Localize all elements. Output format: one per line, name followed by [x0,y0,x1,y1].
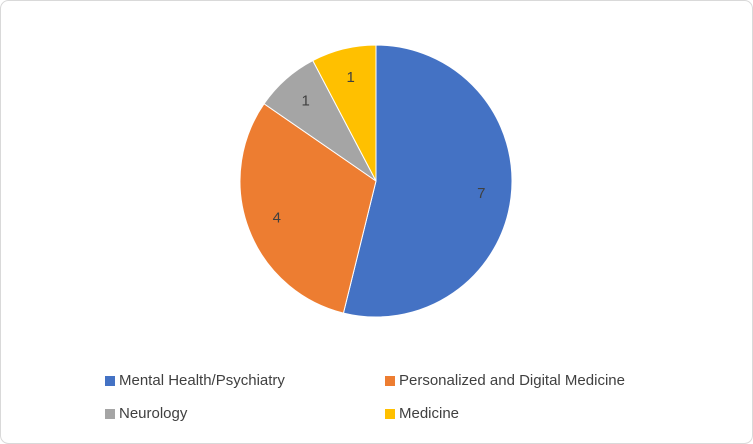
legend-label: Medicine [399,405,459,422]
data-label: 4 [273,210,281,227]
legend-label: Mental Health/Psychiatry [119,372,285,389]
pie-slice [312,44,377,182]
legend-swatch [105,376,115,386]
legend-swatch [385,409,395,419]
data-label: 1 [301,93,309,110]
data-label: 1 [346,69,354,86]
pie-slice [239,103,377,314]
legend-label: Neurology [119,405,188,422]
legend-swatch [385,376,395,386]
legend-label: Personalized and Digital Medicine [399,372,625,389]
data-label: 7 [477,185,485,202]
pie-slice [342,44,513,318]
legend-swatch [105,409,115,419]
